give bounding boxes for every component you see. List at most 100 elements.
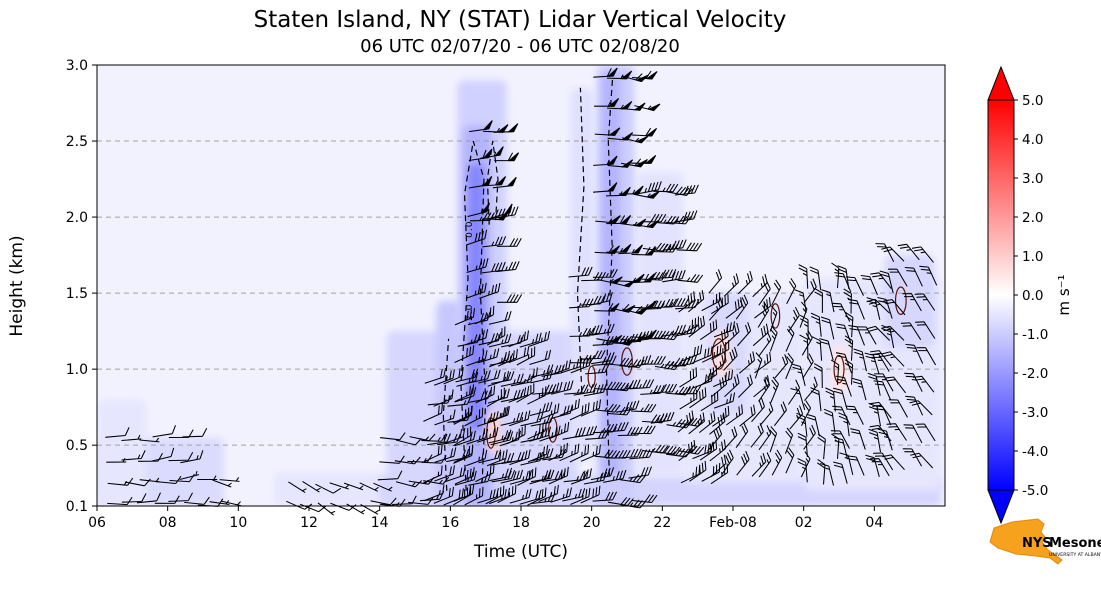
- wind-barb: [489, 350, 511, 368]
- wind-barb: [516, 383, 535, 403]
- wind-barb: [785, 352, 794, 380]
- wind-barb: [910, 452, 934, 469]
- wind-barb: [618, 244, 643, 255]
- wind-barb: [370, 497, 397, 506]
- wind-barb-layer: [105, 67, 938, 516]
- wind-barb: [866, 325, 891, 341]
- wind-barb: [848, 298, 865, 320]
- wind-barb: [809, 266, 822, 291]
- shading-patch: [273, 472, 387, 506]
- wind-barb: [806, 413, 821, 437]
- wind-barb: [868, 402, 882, 427]
- wind-barb: [475, 385, 496, 404]
- wind-barb: [494, 152, 520, 162]
- wind-barb: [433, 389, 454, 407]
- wind-barb: [820, 316, 835, 340]
- wind-barb: [713, 321, 736, 338]
- x-tick-label: 08: [159, 515, 177, 531]
- wind-barb: [751, 397, 765, 423]
- wind-barb: [902, 448, 923, 467]
- contour-line: [605, 72, 614, 476]
- wind-barb: [562, 488, 586, 502]
- wind-barb: [466, 350, 488, 367]
- wind-barb: [492, 176, 517, 189]
- wind-barb: [493, 123, 519, 133]
- wind-barb: [820, 462, 835, 486]
- wind-barb: [520, 429, 544, 443]
- wind-barb: [641, 271, 668, 281]
- logo-mesonet-text: Mesonet: [1049, 536, 1101, 551]
- wind-barb: [771, 279, 782, 306]
- wind-barb: [628, 466, 652, 479]
- wind-barb: [881, 351, 905, 367]
- wind-barb: [593, 67, 618, 78]
- wind-barb: [673, 354, 698, 368]
- colorbar: 5.0 4.0 3.0 2.0 1.0 0.0 -1.0 -2.0 -3.0 -4.0 -5.0: [987, 65, 1048, 525]
- wind-barb: [640, 355, 666, 365]
- wind-barb: [595, 215, 621, 224]
- wind-barb: [453, 405, 473, 425]
- wind-barb: [454, 467, 475, 485]
- wind-barb: [758, 425, 772, 451]
- wind-barb: [709, 439, 727, 462]
- wind-barb: [551, 380, 574, 395]
- wind-barb: [679, 367, 698, 388]
- wind-barb: [698, 411, 716, 434]
- wind-barb: [784, 427, 794, 454]
- wind-barb: [699, 439, 718, 461]
- wind-barb: [421, 433, 447, 442]
- wind-barb: [479, 282, 501, 299]
- wind-barb: [475, 463, 495, 483]
- wind-barb: [444, 466, 466, 483]
- wind-barb: [652, 298, 677, 309]
- wind-barb: [652, 383, 678, 394]
- wind-barb: [548, 422, 570, 440]
- x-tick-label: 02: [795, 515, 813, 531]
- wind-barb: [673, 210, 698, 223]
- wind-barb: [662, 239, 687, 251]
- wind-barb: [632, 70, 658, 80]
- wind-barb: [424, 368, 447, 384]
- wind-barb: [573, 425, 598, 438]
- wind-barb: [870, 272, 892, 290]
- wind-barb: [677, 410, 694, 433]
- wind-barb: [212, 479, 232, 488]
- wind-barb: [317, 502, 336, 516]
- wind-barb: [454, 308, 476, 326]
- wind-barb: [617, 448, 642, 459]
- wind-barb: [681, 344, 703, 362]
- wind-barb: [737, 270, 753, 295]
- wind-barb: [529, 426, 552, 442]
- wind-barb: [443, 367, 464, 385]
- contour-line: [442, 338, 450, 491]
- wind-barb: [857, 326, 877, 345]
- colorbar-tick-label: -4.0: [1022, 444, 1048, 460]
- wind-barb: [168, 429, 194, 439]
- wind-barb: [631, 329, 657, 339]
- wind-barb: [860, 274, 878, 296]
- wind-barb: [804, 376, 818, 401]
- wind-barb: [538, 484, 559, 502]
- wind-barb: [679, 389, 698, 410]
- wind-barb: [508, 330, 530, 348]
- wind-barb: [650, 411, 675, 424]
- wind-barb: [912, 375, 935, 393]
- wind-barb: [676, 385, 702, 395]
- wind-barb: [617, 426, 643, 437]
- wind-barb: [864, 352, 880, 375]
- wind-barb: [594, 403, 621, 413]
- shading-patch: [884, 255, 935, 347]
- wind-barb: [699, 319, 718, 341]
- wind-barb: [853, 348, 868, 372]
- wind-barb: [580, 350, 606, 360]
- wind-barb: [759, 401, 774, 426]
- wind-barb: [168, 451, 194, 462]
- wind-barb: [486, 449, 508, 467]
- wind-barb: [843, 288, 852, 314]
- wind-barb: [519, 332, 542, 348]
- wind-barb: [500, 469, 524, 484]
- x-tick-label: Feb-08: [709, 515, 757, 531]
- wind-barb: [701, 344, 722, 363]
- wind-barb: [478, 369, 501, 384]
